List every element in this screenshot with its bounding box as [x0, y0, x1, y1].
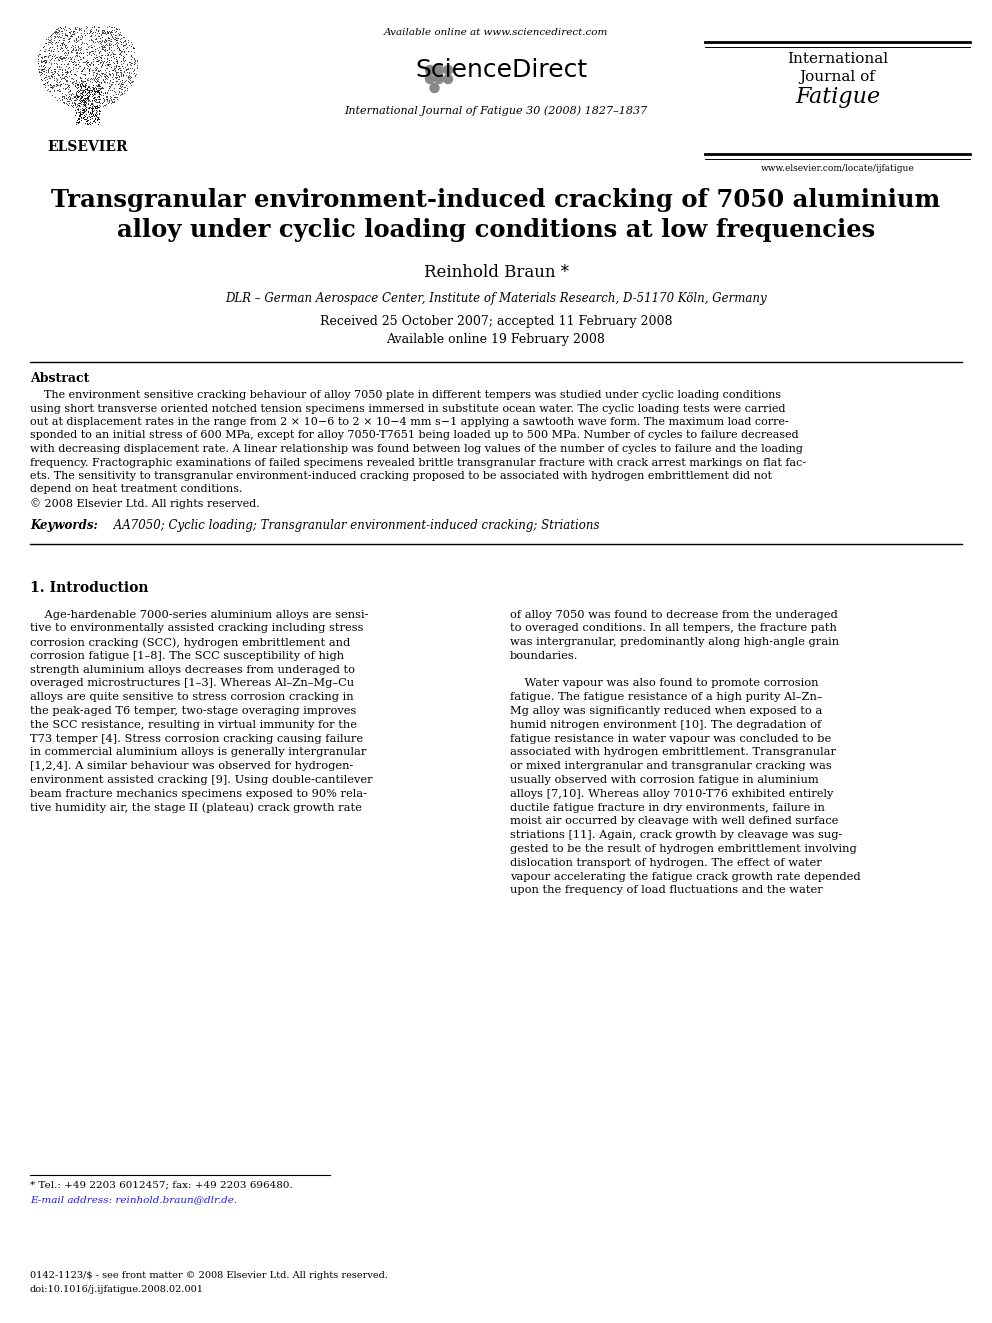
Circle shape	[426, 66, 434, 74]
Text: upon the frequency of load fluctuations and the water: upon the frequency of load fluctuations …	[510, 885, 822, 896]
Text: tive humidity air, the stage II (plateau) crack growth rate: tive humidity air, the stage II (plateau…	[30, 803, 362, 814]
Circle shape	[443, 74, 452, 83]
Text: [1,2,4]. A similar behaviour was observed for hydrogen-: [1,2,4]. A similar behaviour was observe…	[30, 761, 353, 771]
Text: boundaries.: boundaries.	[510, 651, 578, 662]
Text: © 2008 Elsevier Ltd. All rights reserved.: © 2008 Elsevier Ltd. All rights reserved…	[30, 497, 260, 509]
Text: ELSEVIER: ELSEVIER	[48, 140, 128, 153]
Text: ScienceDirect: ScienceDirect	[415, 58, 587, 82]
Text: * Tel.: +49 2203 6012457; fax: +49 2203 696480.: * Tel.: +49 2203 6012457; fax: +49 2203 …	[30, 1180, 293, 1189]
Text: AA7050; Cyclic loading; Transgranular environment-induced cracking; Striations: AA7050; Cyclic loading; Transgranular en…	[110, 520, 599, 532]
Text: tive to environmentally assisted cracking including stress: tive to environmentally assisted crackin…	[30, 623, 363, 634]
Text: beam fracture mechanics specimens exposed to 90% rela-: beam fracture mechanics specimens expose…	[30, 789, 367, 799]
Text: was intergranular, predominantly along high-angle grain: was intergranular, predominantly along h…	[510, 638, 839, 647]
Bar	[30, 25, 145, 124]
Text: Available online 19 February 2008: Available online 19 February 2008	[387, 333, 605, 347]
Text: Journal of: Journal of	[800, 70, 875, 83]
Text: Abstract: Abstract	[30, 372, 89, 385]
Text: www.elsevier.com/locate/ijfatigue: www.elsevier.com/locate/ijfatigue	[761, 164, 915, 173]
Text: using short transverse oriented notched tension specimens immersed in substitute: using short transverse oriented notched …	[30, 404, 786, 414]
Text: Water vapour was also found to promote corrosion: Water vapour was also found to promote c…	[510, 679, 818, 688]
Text: striations [11]. Again, crack growth by cleavage was sug-: striations [11]. Again, crack growth by …	[510, 831, 842, 840]
Text: 0142-1123/$ - see front matter © 2008 Elsevier Ltd. All rights reserved.: 0142-1123/$ - see front matter © 2008 El…	[30, 1271, 388, 1279]
Text: corrosion cracking (SCC), hydrogen embrittlement and: corrosion cracking (SCC), hydrogen embri…	[30, 638, 350, 648]
Text: T73 temper [4]. Stress corrosion cracking causing failure: T73 temper [4]. Stress corrosion crackin…	[30, 734, 363, 744]
Text: in commercial aluminium alloys is generally intergranular: in commercial aluminium alloys is genera…	[30, 747, 366, 758]
Text: ductile fatigue fracture in dry environments, failure in: ductile fatigue fracture in dry environm…	[510, 803, 825, 812]
Text: of alloy 7050 was found to decrease from the underaged: of alloy 7050 was found to decrease from…	[510, 610, 838, 619]
Text: the peak-aged T6 temper, two-stage overaging improves: the peak-aged T6 temper, two-stage overa…	[30, 706, 356, 716]
Text: dislocation transport of hydrogen. The effect of water: dislocation transport of hydrogen. The e…	[510, 857, 821, 868]
Text: Available online at www.sciencedirect.com: Available online at www.sciencedirect.co…	[384, 28, 608, 37]
Text: Fatigue: Fatigue	[795, 86, 880, 108]
Text: E-mail address: reinhold.braun@dlr.de.: E-mail address: reinhold.braun@dlr.de.	[30, 1195, 237, 1204]
Text: humid nitrogen environment [10]. The degradation of: humid nitrogen environment [10]. The deg…	[510, 720, 821, 730]
Text: associated with hydrogen embrittlement. Transgranular: associated with hydrogen embrittlement. …	[510, 747, 836, 758]
Circle shape	[434, 66, 443, 74]
Text: Reinhold Braun *: Reinhold Braun *	[424, 265, 568, 280]
Text: strength aluminium alloys decreases from underaged to: strength aluminium alloys decreases from…	[30, 664, 355, 675]
Text: environment assisted cracking [9]. Using double-cantilever: environment assisted cracking [9]. Using…	[30, 775, 373, 785]
Circle shape	[430, 83, 439, 93]
Text: Transgranular environment-induced cracking of 7050 aluminium: Transgranular environment-induced cracki…	[52, 188, 940, 212]
Text: alloys are quite sensitive to stress corrosion cracking in: alloys are quite sensitive to stress cor…	[30, 692, 353, 703]
Circle shape	[443, 66, 452, 74]
Text: vapour accelerating the fatigue crack growth rate depended: vapour accelerating the fatigue crack gr…	[510, 872, 861, 881]
Circle shape	[434, 74, 443, 83]
Text: or mixed intergranular and transgranular cracking was: or mixed intergranular and transgranular…	[510, 761, 831, 771]
Text: out at displacement rates in the range from 2 × 10−6 to 2 × 10−4 mm s−1 applying: out at displacement rates in the range f…	[30, 417, 789, 427]
Text: the SCC resistance, resulting in virtual immunity for the: the SCC resistance, resulting in virtual…	[30, 720, 357, 730]
Text: alloy under cyclic loading conditions at low frequencies: alloy under cyclic loading conditions at…	[117, 218, 875, 242]
Text: DLR – German Aerospace Center, Institute of Materials Research, D-51170 Köln, Ge: DLR – German Aerospace Center, Institute…	[225, 292, 767, 306]
Text: The environment sensitive cracking behaviour of alloy 7050 plate in different te: The environment sensitive cracking behav…	[30, 390, 781, 400]
Text: ets. The sensitivity to transgranular environment-induced cracking proposed to b: ets. The sensitivity to transgranular en…	[30, 471, 772, 482]
Text: sponded to an initial stress of 600 MPa, except for alloy 7050-T7651 being loade: sponded to an initial stress of 600 MPa,…	[30, 430, 799, 441]
Text: Age-hardenable 7000-series aluminium alloys are sensi-: Age-hardenable 7000-series aluminium all…	[30, 610, 368, 619]
Text: fatigue resistance in water vapour was concluded to be: fatigue resistance in water vapour was c…	[510, 734, 831, 744]
Text: overaged microstructures [1–3]. Whereas Al–Zn–Mg–Cu: overaged microstructures [1–3]. Whereas …	[30, 679, 354, 688]
Text: Mg alloy was significantly reduced when exposed to a: Mg alloy was significantly reduced when …	[510, 706, 822, 716]
Text: with decreasing displacement rate. A linear relationship was found between log v: with decreasing displacement rate. A lin…	[30, 445, 803, 454]
Text: gested to be the result of hydrogen embrittlement involving: gested to be the result of hydrogen embr…	[510, 844, 857, 855]
Text: fatigue. The fatigue resistance of a high purity Al–Zn–: fatigue. The fatigue resistance of a hig…	[510, 692, 822, 703]
Circle shape	[426, 74, 434, 83]
Text: moist air occurred by cleavage with well defined surface: moist air occurred by cleavage with well…	[510, 816, 838, 827]
Text: Keywords:: Keywords:	[30, 520, 98, 532]
Text: Received 25 October 2007; accepted 11 February 2008: Received 25 October 2007; accepted 11 Fe…	[319, 315, 673, 328]
Text: to overaged conditions. In all tempers, the fracture path: to overaged conditions. In all tempers, …	[510, 623, 837, 634]
Text: 1. Introduction: 1. Introduction	[30, 582, 149, 595]
Text: doi:10.1016/j.ijfatigue.2008.02.001: doi:10.1016/j.ijfatigue.2008.02.001	[30, 1285, 204, 1294]
Text: depend on heat treatment conditions.: depend on heat treatment conditions.	[30, 484, 242, 495]
Text: usually observed with corrosion fatigue in aluminium: usually observed with corrosion fatigue …	[510, 775, 818, 785]
Text: alloys [7,10]. Whereas alloy 7010-T76 exhibited entirely: alloys [7,10]. Whereas alloy 7010-T76 ex…	[510, 789, 833, 799]
Text: International Journal of Fatigue 30 (2008) 1827–1837: International Journal of Fatigue 30 (200…	[344, 105, 648, 115]
Text: corrosion fatigue [1–8]. The SCC susceptibility of high: corrosion fatigue [1–8]. The SCC suscept…	[30, 651, 344, 662]
Text: International: International	[787, 52, 888, 66]
Text: frequency. Fractographic examinations of failed specimens revealed brittle trans: frequency. Fractographic examinations of…	[30, 458, 806, 467]
